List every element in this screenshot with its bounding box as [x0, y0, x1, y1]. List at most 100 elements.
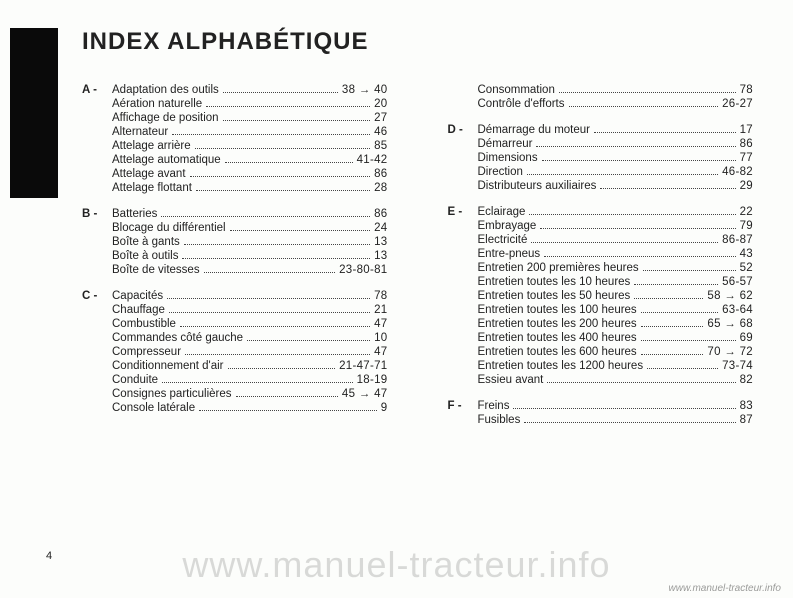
index-entry-label: Entretien toutes les 200 heures	[478, 318, 637, 330]
index-entry-pages: 10	[374, 332, 387, 344]
index-entry: Démarreur86	[448, 138, 754, 150]
index-entry-label: Entre-pneus	[478, 248, 541, 260]
index-entry-pages: 27	[374, 112, 387, 124]
index-entry: C -Capacités78	[82, 290, 388, 302]
index-entry: B -Batteries86	[82, 208, 388, 220]
index-group: A -Adaptation des outils38 → 40 Aération …	[82, 84, 388, 194]
leader-dots	[600, 188, 735, 189]
index-columns: A -Adaptation des outils38 → 40 Aération …	[82, 84, 753, 440]
document-page: INDEX ALPHABÉTIQUE A -Adaptation des out…	[0, 0, 793, 598]
leader-dots	[594, 132, 736, 133]
leader-dots	[547, 382, 735, 383]
leader-dots	[236, 396, 338, 397]
index-entry-pages: 58 → 62	[707, 290, 753, 302]
index-entry-label: Compresseur	[112, 346, 181, 358]
index-group: E -Eclairage22Embrayage79Electricité86-8…	[448, 206, 754, 386]
index-entry-label: Entretien toutes les 100 heures	[478, 304, 637, 316]
index-entry: Entretien toutes les 10 heures56-57	[448, 276, 754, 288]
leader-dots	[544, 256, 735, 257]
index-entry-label: Consommation	[478, 84, 555, 96]
index-entry-pages: 38 → 40	[342, 84, 388, 96]
index-entry-pages: 47	[374, 346, 387, 358]
index-entry: Dimensions77	[448, 152, 754, 164]
leader-dots	[247, 340, 370, 341]
leader-dots	[527, 174, 718, 175]
index-entry: Aération naturelle20	[82, 98, 388, 110]
leader-dots	[184, 244, 370, 245]
index-entry-pages: 73-74	[722, 360, 753, 372]
index-entry-pages: 28	[374, 182, 387, 194]
leader-dots	[540, 228, 735, 229]
leader-dots	[542, 160, 736, 161]
index-entry: Chauffage21	[82, 304, 388, 316]
leader-dots	[172, 134, 370, 135]
index-entry: A -Adaptation des outils38 → 40	[82, 84, 388, 96]
index-entry: Fusibles87	[448, 414, 754, 426]
index-entry-pages: 17	[740, 124, 753, 136]
leader-dots	[647, 368, 718, 369]
index-entry-pages: 70 → 72	[707, 346, 753, 358]
leader-dots	[169, 312, 370, 313]
leader-dots	[180, 326, 370, 327]
index-entry-label: Contrôle d'efforts	[478, 98, 565, 110]
index-entry-label: Conditionnement d'air	[112, 360, 224, 372]
index-entry-label: Alternateur	[112, 126, 168, 138]
leader-dots	[204, 272, 335, 273]
index-entry-label: Attelage arrière	[112, 140, 191, 152]
index-entry: Combustible47	[82, 318, 388, 330]
index-entry-pages: 77	[740, 152, 753, 164]
index-entry: Boîte à outils13	[82, 250, 388, 262]
index-entry: Attelage arrière 85	[82, 140, 388, 152]
index-entry-label: Console latérale	[112, 402, 195, 414]
leader-dots	[190, 176, 371, 177]
index-entry: Boîte de vitesses23-80-81	[82, 264, 388, 276]
index-group: F -Freins 83 Fusibles87	[448, 400, 754, 426]
index-entry-label: Entretien toutes les 10 heures	[478, 276, 631, 288]
leader-dots	[531, 242, 718, 243]
index-entry-label: Conduite	[112, 374, 158, 386]
leader-dots	[195, 148, 370, 149]
index-entry: Boîte à gants13	[82, 236, 388, 248]
index-entry: Entretien toutes les 1200 heures73-74	[448, 360, 754, 372]
index-letter: B -	[82, 208, 112, 220]
index-entry-label: Distributeurs auxiliaires	[478, 180, 597, 192]
index-entry-pages: 65 → 68	[707, 318, 753, 330]
index-letter: D -	[448, 124, 478, 136]
leader-dots	[182, 258, 370, 259]
index-entry: Alternateur46	[82, 126, 388, 138]
page-title: INDEX ALPHABÉTIQUE	[82, 28, 753, 56]
leader-dots	[634, 284, 718, 285]
index-entry-label: Electricité	[478, 234, 528, 246]
index-entry-pages: 82	[740, 374, 753, 386]
index-entry-label: Démarreur	[478, 138, 533, 150]
index-entry-pages: 13	[374, 250, 387, 262]
index-entry: Commandes côté gauche10	[82, 332, 388, 344]
index-entry-label: Entretien toutes les 50 heures	[478, 290, 631, 302]
index-entry-label: Batteries	[112, 208, 157, 220]
leader-dots	[641, 354, 704, 355]
index-entry-pages: 78	[740, 84, 753, 96]
index-entry-label: Entretien toutes les 600 heures	[478, 346, 637, 358]
index-entry-pages: 23-80-81	[339, 264, 387, 276]
leader-dots	[529, 214, 735, 215]
index-entry: Consignes particulières45 → 47	[82, 388, 388, 400]
leader-dots	[230, 230, 371, 231]
index-entry-pages: 79	[740, 220, 753, 232]
index-entry-label: Attelage avant	[112, 168, 186, 180]
index-entry-label: Attelage flottant	[112, 182, 192, 194]
index-entry-pages: 22	[740, 206, 753, 218]
index-entry-pages: 85	[374, 140, 387, 152]
leader-dots	[199, 410, 377, 411]
leader-dots	[559, 92, 736, 93]
index-group: Consommation78Contrôle d'efforts26-27	[448, 84, 754, 110]
leader-dots	[569, 106, 719, 107]
index-entry-label: Essieu avant	[478, 374, 544, 386]
index-entry-pages: 83	[740, 400, 753, 412]
index-letter: F -	[448, 400, 478, 412]
index-entry: Compresseur 47	[82, 346, 388, 358]
leader-dots	[206, 106, 370, 107]
index-group: D -Démarrage du moteur17Démarreur86Dimen…	[448, 124, 754, 192]
index-entry: Distributeurs auxiliaires29	[448, 180, 754, 192]
index-entry-label: Freins	[478, 400, 510, 412]
leader-dots	[524, 422, 735, 423]
